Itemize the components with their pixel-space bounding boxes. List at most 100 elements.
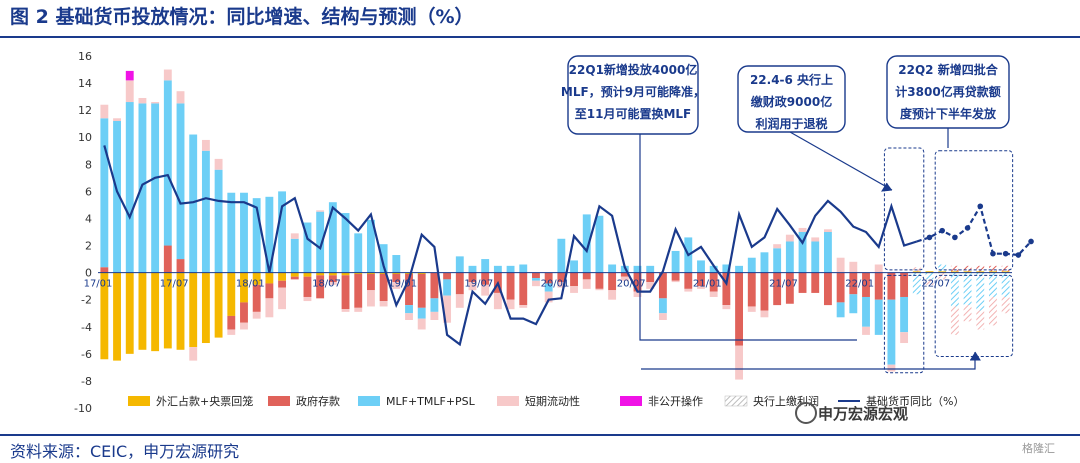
bar-gov: [595, 272, 604, 289]
bar-short: [468, 282, 477, 291]
bar-mlf: [366, 219, 375, 273]
bar-short: [570, 286, 578, 293]
bar-gov: [862, 272, 870, 297]
bar-mlf: [785, 241, 794, 273]
bar-fx: [963, 271, 972, 273]
bar-gov: [405, 273, 413, 306]
bar-mlf: [189, 134, 198, 273]
bar-mlf: [836, 302, 845, 318]
legend-label: MLF+TMLF+PSL: [386, 395, 476, 408]
bar-gov: [849, 272, 858, 295]
bar-short: [658, 313, 667, 320]
connector-arrow-2: [881, 182, 893, 192]
bar-short: [138, 97, 147, 104]
series-line-base-money: [103, 145, 918, 347]
legend-label: 政府存款: [296, 394, 340, 408]
bar-gov: [417, 273, 426, 308]
y-tick-label: 4: [85, 212, 92, 225]
bar-short: [938, 272, 947, 280]
annotation-text: 22.4-6 央行上: [750, 72, 833, 87]
annotation-text: 计3800亿再贷款额: [895, 84, 1000, 99]
bar-mlf: [773, 248, 782, 273]
bar-mlf: [760, 252, 769, 273]
bar-gov: [430, 272, 439, 299]
bar-mlf: [671, 250, 680, 273]
bar-short: [671, 280, 680, 283]
bar-gov: [100, 267, 109, 273]
bar-short: [214, 158, 223, 170]
line-point: [952, 234, 958, 241]
bar-short: [379, 301, 388, 307]
bar-short: [722, 305, 731, 310]
bar-gov: [557, 272, 566, 283]
bar-short: [392, 282, 401, 289]
y-tick-label: 8: [85, 158, 92, 171]
bar-gov: [709, 272, 718, 292]
bar-mlf: [874, 299, 883, 335]
bar-short: [455, 294, 464, 308]
bar-gov: [532, 272, 540, 279]
bar-gov: [722, 272, 731, 306]
bar-mlf: [125, 102, 134, 273]
bar-gov: [785, 272, 794, 304]
bar-mlf: [316, 211, 325, 273]
bar-short: [760, 310, 769, 318]
bar-short: [735, 345, 744, 380]
bar-gov: [608, 272, 617, 291]
bar-fx: [912, 271, 921, 273]
line-point: [1015, 252, 1022, 258]
y-tick-label: -2: [81, 294, 92, 307]
bar-short: [151, 102, 160, 104]
x-tick-label: 18/01: [236, 279, 265, 290]
connector-arrow-1: [970, 351, 981, 361]
bar-mlf: [912, 272, 921, 295]
bar-mlf: [201, 150, 210, 273]
line-point: [964, 225, 971, 231]
bar-short: [493, 292, 502, 310]
bar-gov: [506, 272, 515, 300]
bar-gov: [798, 272, 807, 293]
x-tick-label: 19/01: [388, 279, 417, 290]
bar-mlf: [570, 260, 578, 273]
bar-mlf: [938, 264, 947, 272]
bar-short: [697, 286, 705, 289]
bar-fx: [240, 272, 248, 303]
bar-mlf: [468, 265, 477, 273]
bar-gov: [874, 272, 883, 300]
bar-short: [912, 267, 921, 272]
bar-fx: [278, 272, 287, 281]
annotation-text: 利润用于退税: [755, 116, 827, 131]
legend-label: 外汇占款+央票回笼: [156, 394, 253, 408]
source-note: 资料来源：CEIC，申万宏源研究: [10, 442, 240, 461]
y-tick-label: -4: [81, 321, 92, 334]
bar-mlf: [887, 299, 896, 365]
bar-short: [887, 364, 896, 372]
bar-mlf: [925, 272, 934, 280]
line-point: [926, 234, 933, 241]
annotation-text: 度预计下半年发放: [900, 106, 997, 121]
bar-fx: [417, 272, 426, 274]
x-tick-label: 17/07: [160, 279, 189, 290]
bar-fx: [405, 272, 413, 274]
bar-mlf: [214, 169, 223, 273]
bar-gov: [252, 284, 261, 312]
bar-mlf: [608, 264, 617, 273]
bar-mlf: [976, 272, 985, 311]
x-tick-label: 20/01: [541, 279, 570, 290]
bar-gov: [227, 315, 236, 330]
bar-gov: [900, 272, 909, 297]
legend-swatch-gov: [268, 396, 290, 406]
bar-short: [976, 310, 985, 330]
bar-short: [595, 288, 604, 291]
bar-short: [189, 347, 198, 361]
bar-gov: [735, 272, 744, 346]
watermark: 申万宏源宏观: [818, 405, 909, 423]
bar-mlf: [379, 244, 388, 273]
bar-gov: [620, 272, 629, 277]
bar-short: [341, 309, 350, 312]
bar-gov: [481, 272, 490, 285]
bar-mlf: [519, 264, 528, 273]
bar-gov: [290, 276, 299, 280]
bar-mlf: [240, 192, 248, 273]
bar-short: [506, 299, 515, 310]
